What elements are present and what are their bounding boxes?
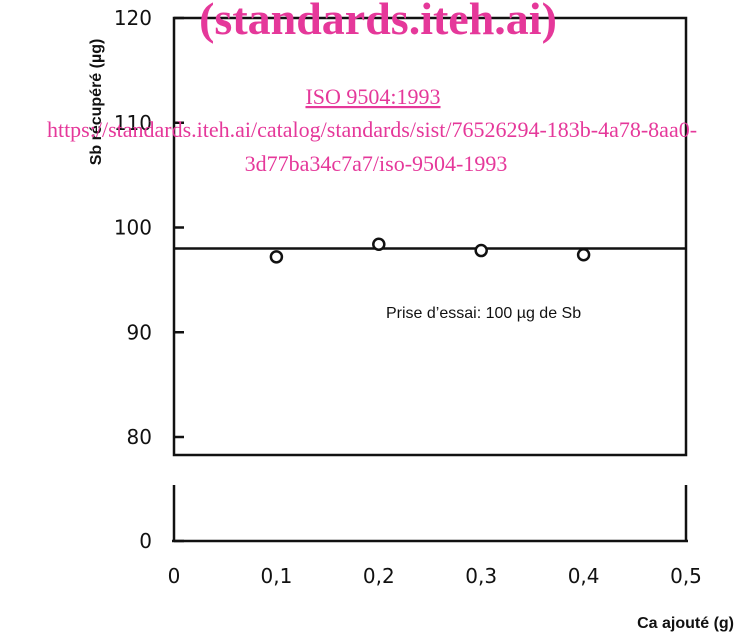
x-tick-label: 0,4 [568,564,600,588]
watermark-site: (standards.iteh.ai) [199,0,557,44]
plot-frame [172,16,688,457]
y-tick-label: 110 [114,111,152,135]
x-tick-label: 0 [168,564,181,588]
y-tick-label: 90 [127,320,152,344]
axis-break-section [172,485,688,543]
y-tick-label: 120 [114,6,152,30]
ticks-layer: 0 80 90 100 110 120 0 0,1 0,2 0,3 0,4 0,5 [114,6,702,588]
data-point [474,243,488,258]
data-point [372,237,386,252]
marks-layer [174,237,686,264]
data-point [576,247,591,262]
y-tick-label: 100 [114,216,152,240]
watermark-url-line1[interactable]: https://standards.iteh.ai/catalog/standa… [47,117,697,142]
y-axis-label: Sb récupéré (µg) [88,39,105,166]
x-tick-label: 0,5 [670,564,702,588]
y-tick-label: 80 [127,425,152,449]
data-point [269,250,284,264]
y-tick-label: 0 [139,529,152,553]
sample-annotation: Prise d’essai: 100 µg de Sb [386,305,581,322]
watermark-standard-link[interactable]: ISO 9504:1993 [305,84,440,109]
watermark-url-line2[interactable]: 3d77ba34c7a7/iso-9504-1993 [245,151,508,176]
x-tick-label: 0,2 [363,564,395,588]
x-axis-label: Ca ajouté (g) [637,615,734,632]
x-tick-label: 0,3 [465,564,497,588]
watermark: (standards.iteh.ai) ISO 9504:1993 https:… [47,0,697,176]
x-tick-label: 0,1 [260,564,292,588]
